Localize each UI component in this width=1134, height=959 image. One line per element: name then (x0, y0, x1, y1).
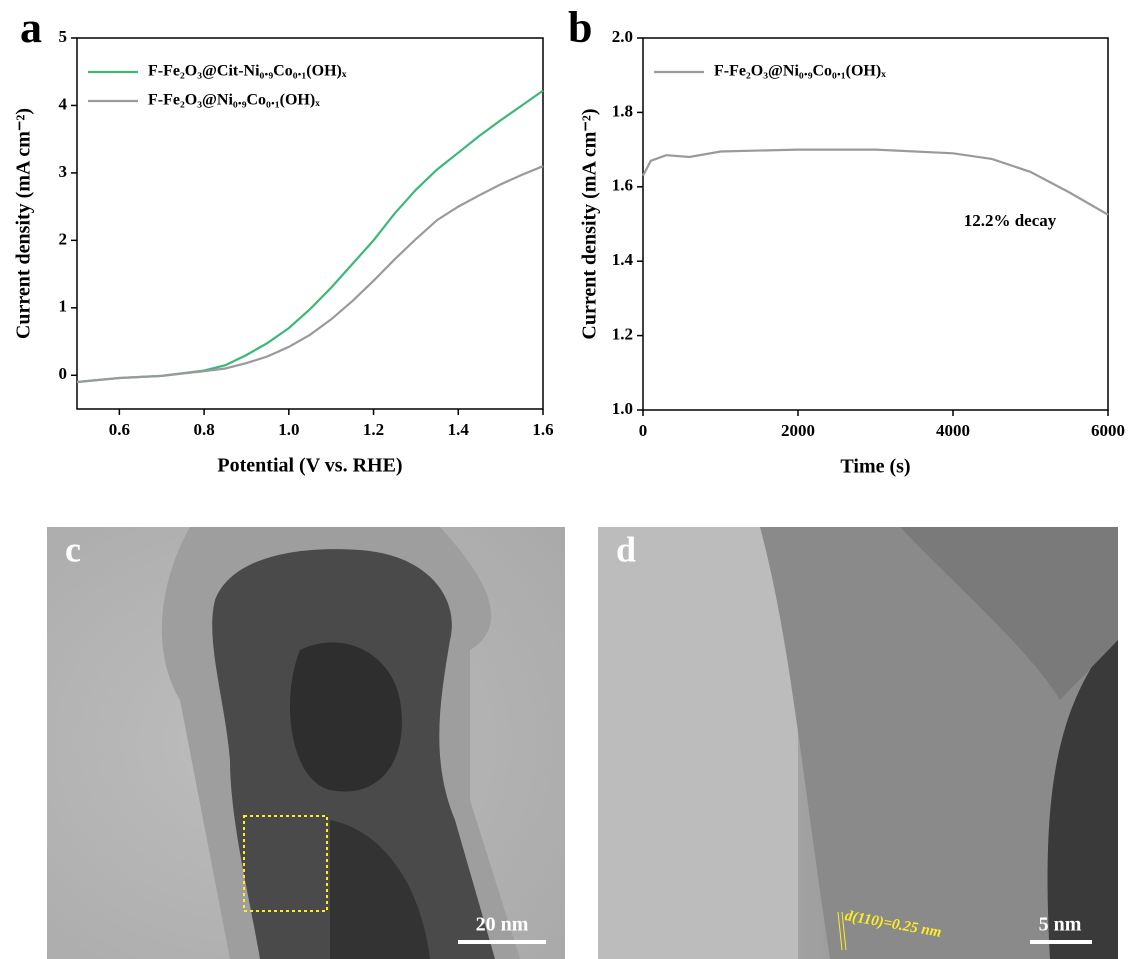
y-tick-label: 1.2 (612, 325, 633, 344)
tem-image-d: d 5 nm d(110)=0.25 nm (598, 527, 1118, 959)
legend-label: F-Fe₂O₃@Cit-Ni₀.₉Co₀.₁(OH)ₓ (148, 63, 347, 80)
x-tick-label: 2000 (781, 421, 815, 440)
x-tick-label: 6000 (1091, 421, 1125, 440)
plot-frame (642, 37, 1109, 411)
x-tick-label: 0 (639, 421, 648, 440)
x-tick-label: 1.6 (532, 420, 553, 439)
y-tick-label: 1.0 (612, 399, 633, 418)
y-tick-label: 2.0 (612, 27, 633, 46)
panel-label: a (20, 3, 42, 52)
scale-bar-label: 20 nm (476, 914, 529, 936)
y-axis-label: Current density (mA cm⁻²) (13, 108, 35, 339)
y-tick-label: 1.4 (612, 250, 634, 269)
y-tick-label: 4 (59, 94, 68, 113)
x-axis-label: Potential (V vs. RHE) (217, 455, 402, 477)
x-tick-label: 4000 (936, 421, 970, 440)
annotation: 12.2% decay (964, 211, 1057, 230)
legend-label: F-Fe₂O₃@Ni₀.₉Co₀.₁(OH)ₓ (148, 92, 320, 109)
x-tick-label: 0.8 (193, 420, 214, 439)
panel-label: b (568, 3, 592, 52)
x-tick-label: 1.0 (278, 420, 299, 439)
series-line (76, 89, 544, 384)
legend-label: F-Fe₂O₃@Ni₀.₉Co₀.₁(OH)ₓ (714, 63, 886, 80)
series-line (642, 148, 1109, 216)
y-tick-label: 1 (59, 297, 68, 316)
y-tick-label: 0 (59, 364, 68, 383)
y-tick-label: 3 (59, 162, 68, 181)
y-tick-label: 2 (59, 229, 68, 248)
tem-image-c: c 20 nm (47, 527, 565, 959)
y-tick-label: 1.8 (612, 101, 633, 120)
y-axis-label: Current density (mA cm⁻²) (579, 108, 601, 339)
panel-label: c (65, 529, 81, 569)
x-axis-label: Time (s) (840, 456, 910, 478)
plot-frame (76, 37, 544, 410)
x-tick-label: 0.6 (109, 420, 130, 439)
panel-label: d (616, 529, 636, 569)
scale-bar-label: 5 nm (1039, 914, 1082, 936)
series-line (76, 165, 544, 384)
x-tick-label: 1.2 (363, 420, 384, 439)
y-tick-label: 1.6 (612, 176, 633, 195)
y-tick-label: 5 (59, 27, 68, 46)
x-tick-label: 1.4 (448, 420, 470, 439)
